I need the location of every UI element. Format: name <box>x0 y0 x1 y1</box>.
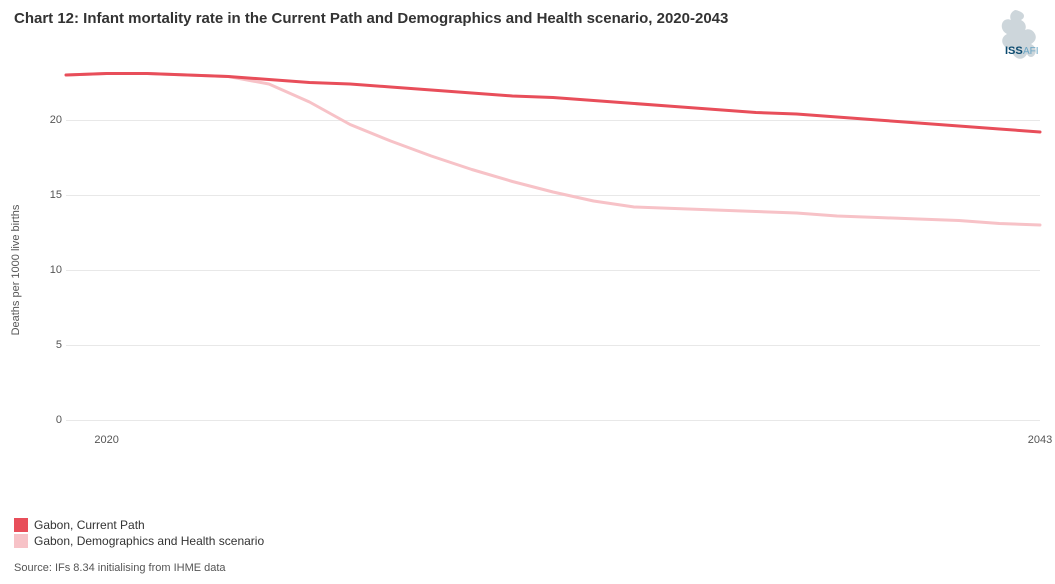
logo-text-left: ISS <box>1005 45 1023 57</box>
y-tick-label: 10 <box>44 264 62 276</box>
gridline <box>66 420 1040 421</box>
logo-text-right: AFI <box>1023 46 1039 57</box>
x-tick-label: 2020 <box>94 434 118 446</box>
legend: Gabon, Current Path Gabon, Demographics a… <box>14 518 264 550</box>
legend-label: Gabon, Demographics and Health scenario <box>34 534 264 548</box>
chart-area: Deaths per 1000 live births 05101520 202… <box>14 60 1042 480</box>
plot-area <box>66 60 1040 420</box>
legend-swatch <box>14 518 28 532</box>
legend-item: Gabon, Current Path <box>14 518 264 532</box>
x-tick-label: 2043 <box>1028 434 1052 446</box>
y-axis-label: Deaths per 1000 live births <box>10 205 22 336</box>
legend-label: Gabon, Current Path <box>34 518 145 532</box>
y-tick-label: 20 <box>44 114 62 126</box>
legend-item: Gabon, Demographics and Health scenario <box>14 534 264 548</box>
chart-title: Chart 12: Infant mortality rate in the C… <box>14 10 728 27</box>
y-tick-label: 0 <box>44 414 62 426</box>
source-note: Source: IFs 8.34 initialising from IHME … <box>14 562 226 574</box>
y-tick-label: 15 <box>44 189 62 201</box>
iss-logo: ISS AFI <box>987 6 1047 66</box>
series-line <box>66 74 1040 133</box>
legend-swatch <box>14 534 28 548</box>
y-tick-label: 5 <box>44 339 62 351</box>
line-series-svg <box>66 60 1040 420</box>
